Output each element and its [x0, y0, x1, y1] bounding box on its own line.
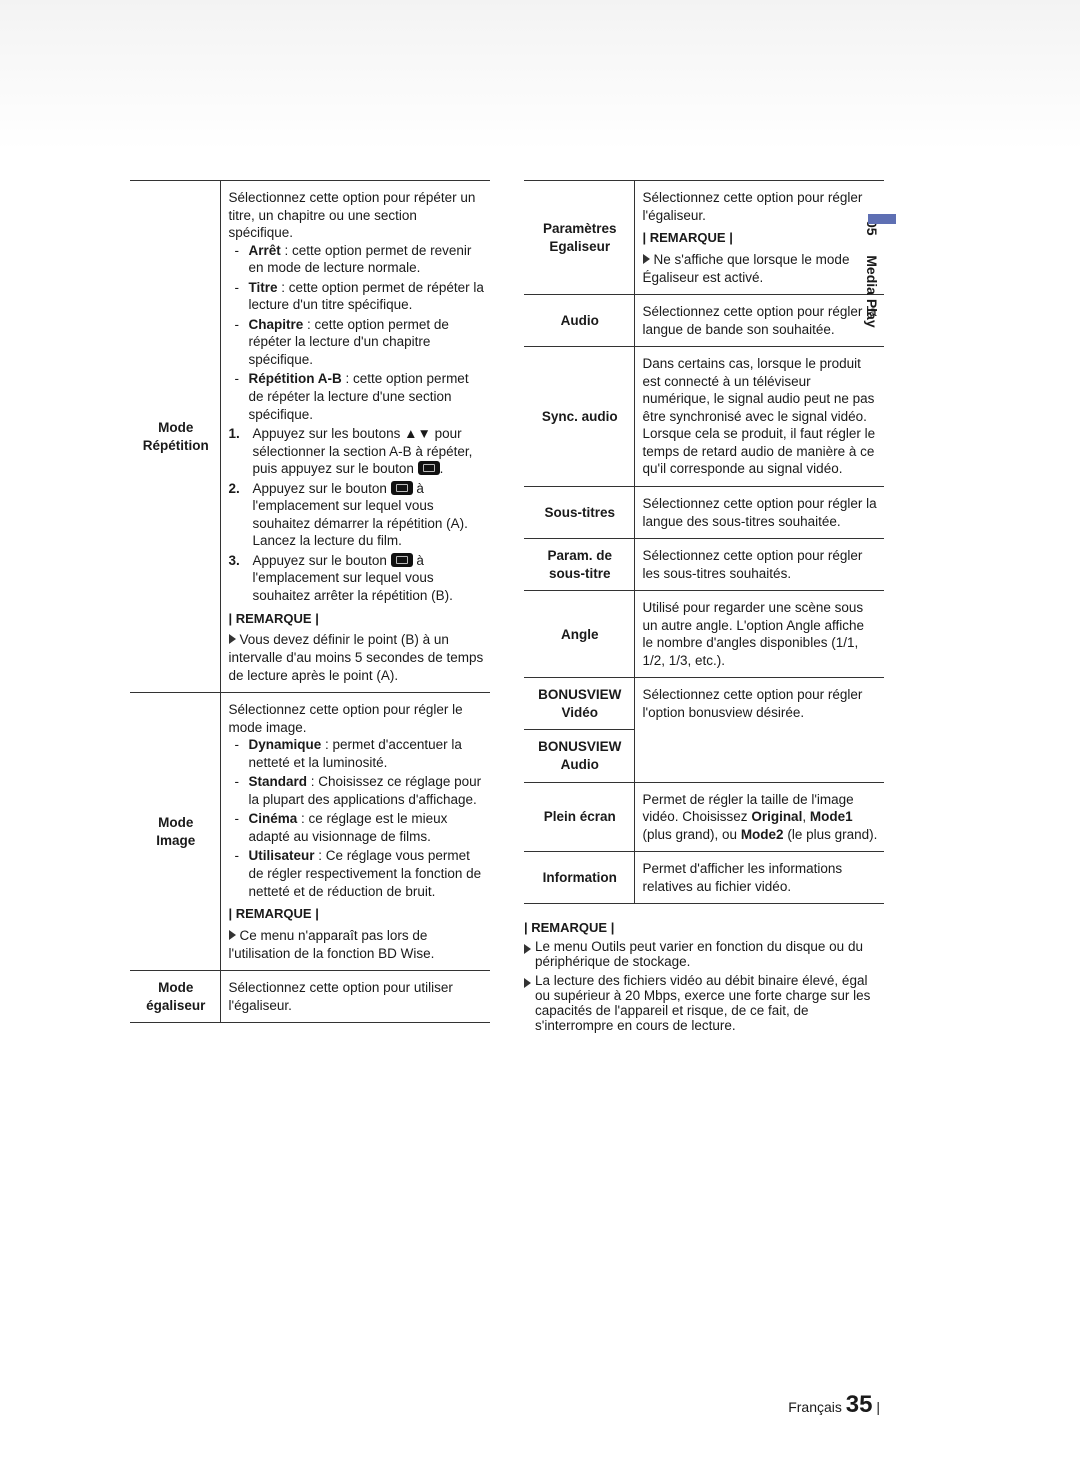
enter-icon	[391, 553, 413, 567]
row-label: BONUSVIEW Audio	[524, 730, 634, 782]
row-content: Sélectionnez cette option pour régler l'…	[634, 181, 884, 295]
side-tab: 05 Media Play	[864, 220, 880, 328]
enter-icon	[391, 481, 413, 495]
page-number: 35	[846, 1391, 873, 1418]
bullet-icon	[643, 254, 650, 264]
row-content: Sélectionnez cette option pour régler la…	[634, 295, 884, 347]
row-content: Permet de régler la taille de l'image vi…	[634, 782, 884, 852]
row-content: Sélectionnez cette option pour régler l'…	[634, 678, 884, 782]
row-label: Mode Répétition	[130, 181, 220, 693]
row-label: Information	[524, 852, 634, 904]
row-label: Angle	[524, 591, 634, 678]
row-label: Param. de sous-titre	[524, 539, 634, 591]
row-label: BONUSVIEW Vidéo	[524, 678, 634, 730]
bottom-remark: | REMARQUE | Le menu Outils peut varier …	[524, 920, 884, 1033]
row-label: Sous-titres	[524, 487, 634, 539]
row-content: Dans certains cas, lorsque le produit es…	[634, 347, 884, 487]
row-content: Sélectionnez cette option pour répéter u…	[220, 181, 490, 693]
row-label: Mode Image	[130, 693, 220, 971]
bullet-icon	[524, 978, 531, 988]
row-content: Sélectionnez cette option pour utiliser …	[220, 971, 490, 1023]
bullet-icon	[524, 944, 531, 954]
footer-lang: Français	[788, 1399, 842, 1415]
right-table: Paramètres Egaliseur Sélectionnez cette …	[524, 180, 884, 904]
row-content: Utilisé pour regarder une scène sous un …	[634, 591, 884, 678]
bullet-icon	[229, 930, 236, 940]
row-content: Permet d'afficher les informations relat…	[634, 852, 884, 904]
row-label: Mode égaliseur	[130, 971, 220, 1023]
row-content: Sélectionnez cette option pour régler la…	[634, 487, 884, 539]
enter-icon	[418, 461, 440, 475]
remark-heading: | REMARQUE |	[229, 611, 485, 628]
row-label: Plein écran	[524, 782, 634, 852]
bullet-icon	[229, 634, 236, 644]
row-content: Sélectionnez cette option pour régler le…	[220, 693, 490, 971]
left-table: Mode Répétition Sélectionnez cette optio…	[130, 180, 490, 1023]
row-content: Sélectionnez cette option pour régler le…	[634, 539, 884, 591]
row-label: Paramètres Egaliseur	[524, 181, 634, 295]
row-label: Audio	[524, 295, 634, 347]
intro-text: Sélectionnez cette option pour répéter u…	[229, 189, 485, 242]
page-footer: Français 35 |	[0, 1391, 880, 1419]
section-title: Media Play	[864, 255, 880, 327]
row-label: Sync. audio	[524, 347, 634, 487]
remark-heading: | REMARQUE |	[229, 906, 485, 923]
